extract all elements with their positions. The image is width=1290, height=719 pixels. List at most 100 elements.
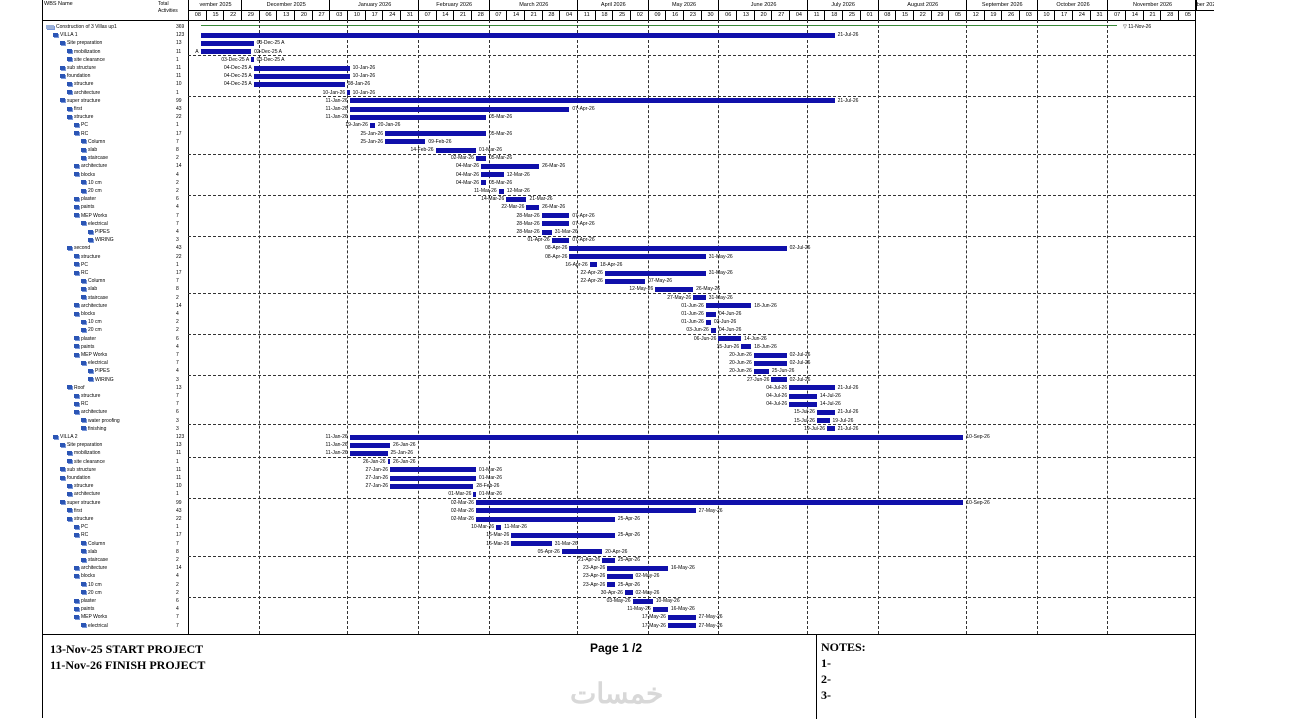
task-row[interactable]: Construction of 3 Villas up1 369 — [42, 23, 188, 31]
activity-bar[interactable] — [390, 483, 474, 489]
task-row[interactable]: MEP Works 7 — [42, 212, 188, 220]
task-row[interactable]: RC 17 — [42, 130, 188, 138]
task-row[interactable]: second 43 — [42, 244, 188, 252]
activity-bar[interactable] — [498, 188, 504, 194]
activity-bar[interactable] — [480, 172, 504, 178]
activity-bar[interactable] — [741, 344, 752, 350]
activity-bar[interactable] — [506, 196, 527, 202]
task-row[interactable]: structure 7 — [42, 392, 188, 400]
activity-bar[interactable] — [561, 549, 603, 555]
task-row[interactable]: mobilization 11 — [42, 48, 188, 56]
task-row[interactable]: architecture 14 — [42, 564, 188, 572]
task-row[interactable]: 20 cm 2 — [42, 187, 188, 195]
task-row[interactable]: first 43 — [42, 507, 188, 515]
activity-bar[interactable] — [667, 615, 696, 620]
task-row[interactable]: water proofing 3 — [42, 417, 188, 425]
task-row[interactable]: structure 10 — [42, 80, 188, 88]
activity-bar[interactable] — [789, 385, 835, 391]
task-row[interactable]: slab 8 — [42, 146, 188, 154]
task-row[interactable]: 10 cm 2 — [42, 179, 188, 187]
task-row[interactable]: plaster 6 — [42, 335, 188, 343]
task-row[interactable]: staircase 2 — [42, 154, 188, 162]
activity-bar[interactable] — [667, 623, 696, 629]
task-row[interactable]: electrical 7 — [42, 359, 188, 367]
activity-bar[interactable] — [251, 57, 254, 63]
task-row[interactable]: sub structure 11 — [42, 64, 188, 72]
task-row[interactable]: PC 1 — [42, 121, 188, 129]
activity-bar[interactable] — [349, 434, 964, 440]
activity-bar[interactable] — [589, 262, 598, 268]
activity-bar[interactable] — [602, 557, 615, 563]
task-row[interactable]: Site preparation 13 — [42, 441, 188, 449]
activity-bar[interactable] — [435, 147, 476, 153]
activity-bar[interactable] — [253, 82, 345, 87]
task-row[interactable]: staircase 2 — [42, 294, 188, 302]
activity-bar[interactable] — [607, 574, 633, 579]
activity-bar[interactable] — [718, 336, 742, 342]
activity-bar[interactable] — [200, 32, 835, 38]
activity-bar[interactable] — [705, 319, 711, 325]
task-row[interactable]: Site preparation 13 — [42, 39, 188, 47]
task-row[interactable]: mobilization 11 — [42, 449, 188, 457]
task-row[interactable]: RC 17 — [42, 269, 188, 277]
task-row[interactable]: RC 17 — [42, 531, 188, 539]
activity-bar[interactable] — [753, 369, 769, 374]
task-row[interactable]: structure 22 — [42, 515, 188, 523]
task-row[interactable]: 20 cm 2 — [42, 589, 188, 597]
task-row[interactable]: 10 cm 2 — [42, 318, 188, 326]
task-row[interactable]: PIPES 4 — [42, 367, 188, 375]
task-row[interactable]: plaster 6 — [42, 597, 188, 605]
activity-bar[interactable] — [753, 360, 787, 366]
task-row[interactable]: structure 22 — [42, 253, 188, 261]
activity-bar[interactable] — [710, 328, 716, 333]
task-row[interactable]: site clearance 1 — [42, 458, 188, 466]
task-row[interactable]: PC 1 — [42, 523, 188, 531]
activity-bar[interactable] — [253, 73, 350, 79]
activity-bar[interactable] — [526, 205, 540, 210]
task-row[interactable]: foundation 11 — [42, 72, 188, 80]
task-row[interactable]: architecture 14 — [42, 302, 188, 310]
task-row[interactable]: electrical 7 — [42, 622, 188, 630]
activity-bar[interactable] — [632, 598, 653, 604]
task-row[interactable]: super structure 99 — [42, 97, 188, 105]
task-row[interactable]: PIPES 4 — [42, 228, 188, 236]
activity-bar[interactable] — [705, 311, 716, 317]
activity-bar[interactable] — [369, 123, 375, 128]
task-row[interactable]: WIRING 3 — [42, 236, 188, 244]
activity-bar[interactable] — [511, 533, 615, 538]
activity-bar[interactable] — [771, 377, 787, 383]
activity-bar[interactable] — [390, 467, 476, 473]
activity-bar[interactable] — [349, 106, 570, 112]
activity-bar[interactable] — [541, 221, 570, 227]
task-row[interactable]: MEP Works 7 — [42, 613, 188, 621]
task-row[interactable]: Column 7 — [42, 138, 188, 146]
task-row[interactable]: site clearance 1 — [42, 56, 188, 64]
task-row[interactable]: sub structure 11 — [42, 466, 188, 474]
task-row[interactable]: RC 7 — [42, 400, 188, 408]
activity-bar[interactable] — [390, 475, 476, 481]
task-row[interactable]: Column 7 — [42, 277, 188, 285]
activity-bar[interactable] — [473, 492, 476, 497]
task-row[interactable]: architecture 1 — [42, 490, 188, 498]
task-row[interactable]: MEP Works 7 — [42, 351, 188, 359]
task-row[interactable]: slab 8 — [42, 548, 188, 556]
activity-bar[interactable] — [569, 254, 706, 260]
task-row[interactable]: slab 8 — [42, 285, 188, 293]
task-row[interactable]: architecture 1 — [42, 89, 188, 97]
activity-bar[interactable] — [569, 246, 787, 251]
task-row[interactable]: structure 22 — [42, 113, 188, 121]
activity-bar[interactable] — [827, 426, 835, 432]
activity-bar[interactable] — [607, 582, 615, 588]
activity-bar[interactable] — [253, 65, 350, 71]
activity-bar[interactable] — [200, 41, 254, 46]
task-row[interactable]: first 43 — [42, 105, 188, 113]
task-row[interactable]: paints 4 — [42, 605, 188, 613]
task-row[interactable]: paints 4 — [42, 203, 188, 211]
task-row[interactable]: WIRING 3 — [42, 376, 188, 384]
task-row[interactable]: 20 cm 2 — [42, 326, 188, 334]
activity-bar[interactable] — [753, 352, 787, 358]
task-row[interactable]: architecture 6 — [42, 408, 188, 416]
activity-bar[interactable] — [347, 90, 350, 96]
activity-bar[interactable] — [511, 541, 552, 547]
task-row[interactable]: blocks 4 — [42, 310, 188, 318]
